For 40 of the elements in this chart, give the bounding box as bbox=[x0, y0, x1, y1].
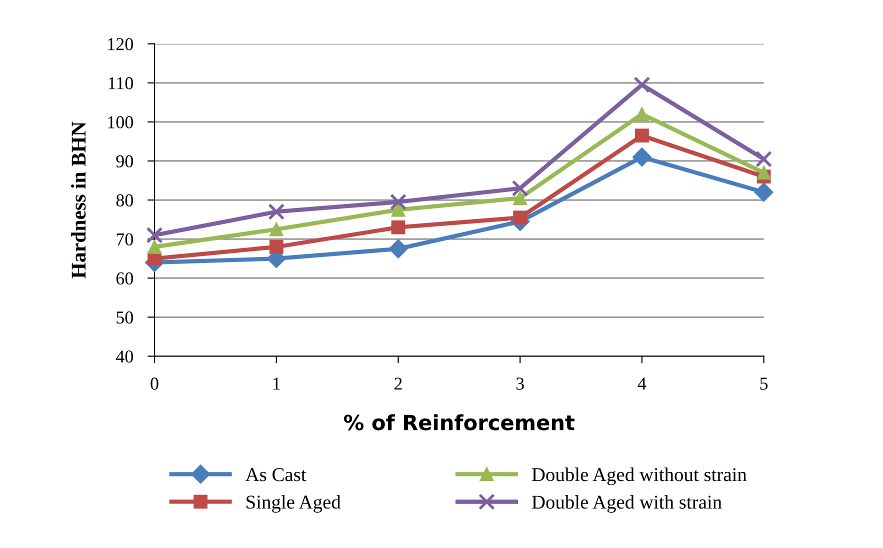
point bbox=[390, 194, 407, 210]
y-tick-label: 60 bbox=[116, 272, 134, 285]
legend-label: Double Aged with strain bbox=[532, 495, 722, 513]
y-tick-label: 90 bbox=[116, 155, 134, 168]
y-tick-label: 50 bbox=[116, 311, 134, 324]
y-tick-label: 120 bbox=[108, 38, 134, 50]
x-tick-label: 0 bbox=[150, 378, 158, 390]
point bbox=[755, 150, 772, 168]
point bbox=[632, 148, 652, 167]
x-tick-label: 2 bbox=[394, 378, 402, 390]
point bbox=[634, 76, 650, 94]
point bbox=[388, 239, 408, 258]
x-tick-label: 4 bbox=[638, 378, 646, 390]
y-tick-label: 80 bbox=[116, 194, 134, 206]
point bbox=[513, 191, 528, 206]
point bbox=[634, 107, 649, 122]
point bbox=[269, 222, 284, 236]
y-tick-label: 110 bbox=[108, 77, 134, 90]
point bbox=[148, 240, 162, 254]
point bbox=[634, 128, 649, 143]
y-tick-label: 40 bbox=[116, 350, 134, 363]
y-tick-label: 70 bbox=[116, 233, 134, 246]
point bbox=[268, 203, 285, 220]
y-tick-label: 100 bbox=[108, 116, 134, 128]
point bbox=[756, 166, 771, 180]
point bbox=[754, 182, 774, 202]
point bbox=[391, 220, 406, 234]
point bbox=[146, 226, 163, 244]
legend-label: Double Aged without strain bbox=[532, 468, 747, 486]
x-tick-label: 1 bbox=[273, 378, 280, 390]
legend-label: Single Aged bbox=[246, 495, 341, 513]
y-axis-title: Hardness in BHN bbox=[71, 122, 86, 278]
legend-label: As Cast bbox=[245, 468, 306, 482]
point bbox=[512, 180, 528, 197]
x-axis-title: % of Reinforcement bbox=[344, 414, 575, 430]
x-tick-label: 3 bbox=[516, 378, 524, 390]
x-tick-label: 5 bbox=[760, 378, 768, 390]
point bbox=[391, 202, 406, 217]
point bbox=[513, 210, 528, 225]
point bbox=[269, 240, 284, 254]
